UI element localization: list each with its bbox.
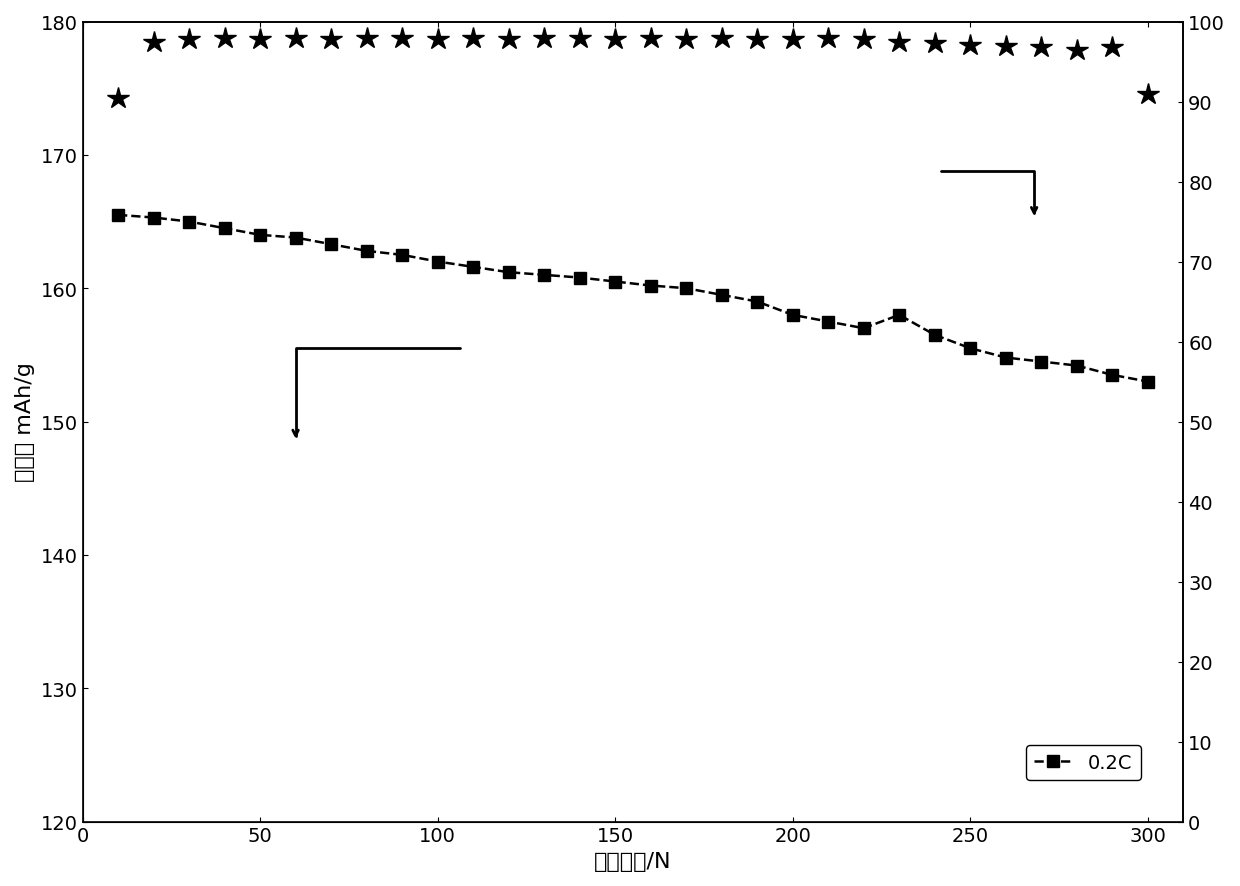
X-axis label: 循环次数/N: 循环次数/N [594,851,672,871]
Legend: 0.2C: 0.2C [1025,745,1141,780]
Y-axis label: 比容量 mAh/g: 比容量 mAh/g [15,362,35,482]
